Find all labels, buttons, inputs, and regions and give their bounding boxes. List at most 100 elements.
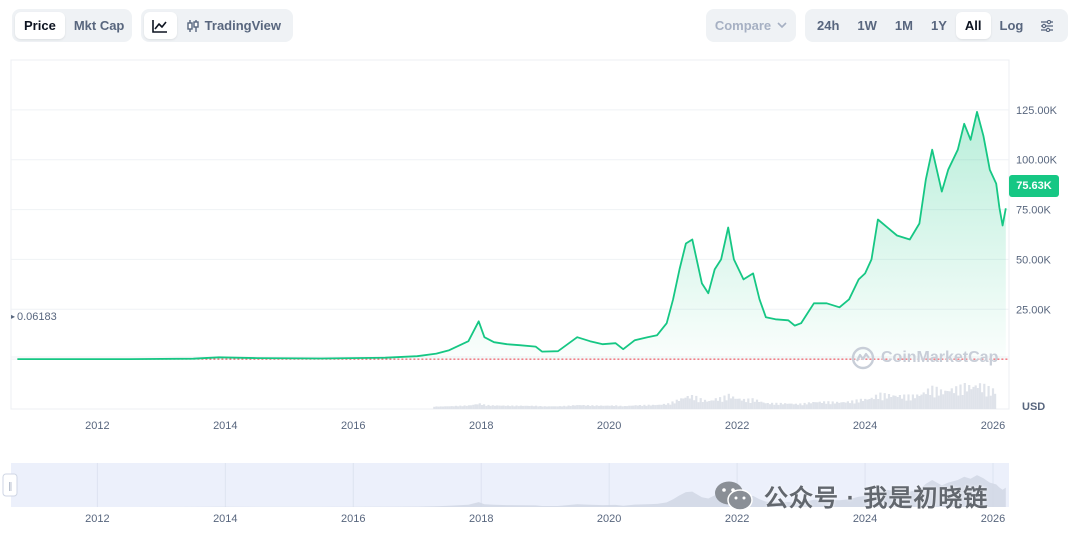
volume-bar <box>437 406 440 409</box>
volume-bar <box>680 398 683 409</box>
volume-bar <box>833 403 836 409</box>
navigator-x-tick-label: 2014 <box>213 513 237 525</box>
volume-bar <box>879 392 882 409</box>
tradingview-button[interactable]: TradingView <box>177 12 290 39</box>
volume-bar <box>591 405 594 409</box>
price-tab[interactable]: Price <box>15 12 65 39</box>
volume-bar <box>764 403 767 409</box>
volume-bar <box>519 405 522 409</box>
range-1w-button[interactable]: 1W <box>857 18 877 33</box>
volume-bar <box>580 405 583 409</box>
volume-bar <box>476 404 479 409</box>
volume-bar <box>532 406 535 409</box>
volume-bar <box>952 393 956 409</box>
navigator-left-handle[interactable] <box>2 473 18 497</box>
volume-bar <box>792 404 795 409</box>
volume-bar <box>753 401 756 409</box>
volume-bar <box>918 396 921 409</box>
y-tick-label: 50.00K <box>1016 254 1052 266</box>
navigator-x-tick-label: 2016 <box>341 513 365 525</box>
log-scale-button[interactable]: Log <box>999 18 1024 33</box>
chart-settings-button[interactable] <box>1032 12 1062 39</box>
volume-bar <box>749 403 752 409</box>
volume-bar <box>801 405 804 409</box>
volume-bar <box>868 399 871 409</box>
volume-bar <box>913 398 917 409</box>
volume-bar <box>827 401 830 409</box>
volume-bar <box>734 398 737 409</box>
volume-bar <box>885 398 888 409</box>
wechat-account-text: 公众号 · 我是初晓链 <box>764 485 989 512</box>
volume-bar <box>870 397 873 409</box>
line-chart-button[interactable] <box>144 12 177 39</box>
volume-bar <box>814 402 817 409</box>
volume-bar <box>922 392 925 409</box>
volume-bar <box>612 406 616 409</box>
volume-bar <box>836 401 839 409</box>
volume-bar <box>818 401 821 409</box>
range-navigator[interactable] <box>11 463 1009 507</box>
volume-bar <box>630 405 633 409</box>
volume-bar <box>810 403 813 409</box>
volume-bar <box>606 405 609 409</box>
volume-bar <box>862 401 865 409</box>
volume-bar <box>760 401 763 409</box>
market-cap-tab[interactable]: Mkt Cap <box>73 18 125 33</box>
candlestick-icon <box>186 19 200 33</box>
volume-bar <box>684 397 687 409</box>
volume-bar <box>565 406 568 409</box>
volume-bar <box>535 405 538 409</box>
volume-bar <box>582 405 585 409</box>
volume-bar <box>647 404 650 409</box>
volume-bar <box>623 406 626 409</box>
volume-bar <box>454 405 458 409</box>
y-unit-label: USD <box>1022 401 1045 413</box>
volume-bar <box>719 397 722 409</box>
volume-bar <box>699 398 702 409</box>
volume-bar <box>991 388 995 409</box>
volume-bar <box>489 405 492 409</box>
range-all-button[interactable]: All <box>955 12 991 39</box>
volume-bar <box>961 395 964 409</box>
volume-bar <box>483 404 486 409</box>
volume-bar <box>671 401 674 409</box>
volume-bar <box>558 406 561 409</box>
volume-bar <box>664 404 668 409</box>
volume-bar <box>849 403 852 409</box>
volume-bar <box>474 404 477 409</box>
range-1y-button[interactable]: 1Y <box>930 18 947 33</box>
compare-dropdown[interactable]: Compare <box>706 9 796 42</box>
volume-bar <box>602 405 605 409</box>
y-tick-label: 125.00K <box>1016 105 1058 117</box>
volume-bar <box>567 405 570 409</box>
volume-bar <box>840 402 843 409</box>
volume-bar <box>543 406 546 409</box>
volume-bar <box>550 406 553 409</box>
volume-bar <box>654 405 657 409</box>
volume-bar <box>526 405 529 409</box>
volume-bar <box>628 405 631 409</box>
volume-bar <box>727 393 730 409</box>
range-24h-button[interactable]: 24h <box>817 18 840 33</box>
volume-bar <box>794 403 797 409</box>
x-tick-label: 2018 <box>469 420 493 432</box>
volume-bar <box>667 403 670 409</box>
volume-bar <box>459 405 462 409</box>
volume-bar <box>797 404 800 409</box>
volume-bar <box>948 391 951 409</box>
volume-bar <box>968 385 971 409</box>
volume-bar <box>658 404 661 409</box>
volume-bar <box>853 403 856 409</box>
volume-bar <box>710 400 713 409</box>
volume-bar <box>584 405 587 409</box>
volume-bar <box>799 403 802 409</box>
volume-bar <box>773 404 776 409</box>
volume-bar <box>929 395 932 409</box>
volume-bar <box>669 404 672 409</box>
volume-bar <box>708 401 711 409</box>
volume-bar <box>903 394 906 409</box>
range-1m-button[interactable]: 1M <box>894 18 913 33</box>
volume-bar <box>452 406 455 409</box>
volume-bar <box>541 406 544 409</box>
